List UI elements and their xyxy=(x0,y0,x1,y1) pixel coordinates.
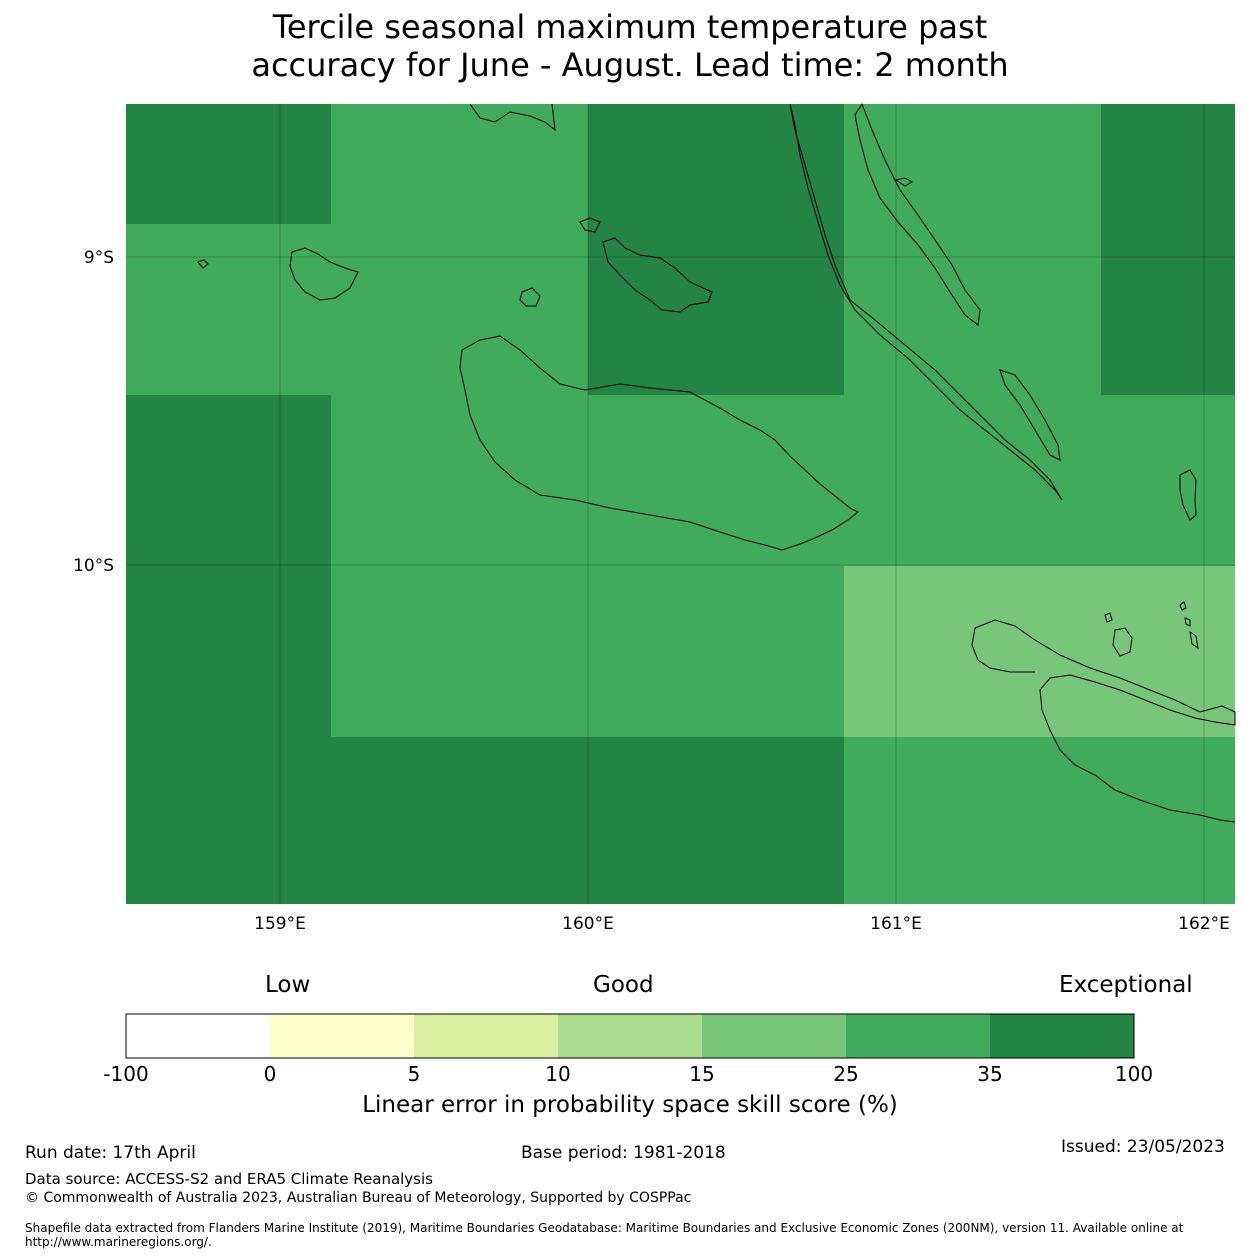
colorbar-category-good: Good xyxy=(593,972,654,998)
issued-date: Issued: 23/05/2023 xyxy=(1061,1137,1225,1157)
cell xyxy=(126,737,331,904)
lon-tick-label: 160°E xyxy=(562,914,614,934)
cell xyxy=(126,104,331,224)
cell xyxy=(588,737,844,904)
chart-title-line-1: Tercile seasonal maximum temperature pas… xyxy=(272,8,988,46)
map-gridlines xyxy=(126,104,1235,904)
colorbar-tick: -100 xyxy=(103,1062,149,1086)
colorbar-segment xyxy=(414,1014,558,1058)
cell xyxy=(1101,104,1235,224)
data-source: Data source: ACCESS-S2 and ERA5 Climate … xyxy=(25,1170,433,1188)
cell xyxy=(844,104,1101,224)
run-date: Run date: 17th April xyxy=(25,1143,196,1163)
cell xyxy=(1101,224,1235,395)
colorbar-tick: 10 xyxy=(545,1062,571,1086)
colorbar-tick: 35 xyxy=(977,1062,1003,1086)
colorbar-segment xyxy=(270,1014,414,1058)
cell xyxy=(331,566,588,737)
colorbar xyxy=(125,1013,1135,1059)
cell xyxy=(588,224,844,395)
colorbar-tick: 25 xyxy=(833,1062,859,1086)
skill-score-cells xyxy=(126,104,1235,904)
base-period: Base period: 1981-2018 xyxy=(521,1143,726,1163)
cell xyxy=(588,566,844,737)
cell xyxy=(844,566,1101,737)
colorbar-label: Linear error in probability space skill … xyxy=(362,1092,898,1118)
colorbar-segment xyxy=(126,1014,270,1058)
coastlines xyxy=(197,102,1236,823)
colorbar-tick: 5 xyxy=(407,1062,421,1086)
colorbar-category-exceptional: Exceptional xyxy=(1059,972,1193,998)
lon-tick-label: 162°E xyxy=(1178,914,1230,934)
colorbar-tick: 100 xyxy=(1114,1062,1154,1086)
colorbar-segment xyxy=(702,1014,846,1058)
cell xyxy=(331,737,588,904)
cell xyxy=(331,395,588,566)
colorbar-category-low: Low xyxy=(265,972,311,998)
cell xyxy=(1101,395,1235,566)
cell xyxy=(126,395,331,566)
cell xyxy=(844,737,1101,904)
cell xyxy=(331,104,588,224)
lon-tick-label: 159°E xyxy=(254,914,306,934)
lon-tick-label: 161°E xyxy=(870,914,922,934)
copyright: © Commonwealth of Australia 2023, Austra… xyxy=(25,1190,692,1206)
cell xyxy=(126,224,331,395)
shapefile-credit: Shapefile data extracted from Flanders M… xyxy=(25,1221,1184,1249)
colorbar-segment xyxy=(558,1014,702,1058)
cell xyxy=(844,224,1101,395)
lat-tick-label: 9°S xyxy=(84,248,114,268)
colorbar-segment xyxy=(846,1014,990,1058)
colorbar-frame xyxy=(125,1013,1135,1059)
cell xyxy=(588,395,844,566)
lat-tick-label: 10°S xyxy=(73,556,114,576)
colorbar-segment xyxy=(990,1014,1134,1058)
cell xyxy=(588,104,844,224)
colorbar-tick: 0 xyxy=(263,1062,277,1086)
cell xyxy=(126,566,331,737)
cell xyxy=(1101,566,1235,737)
chart-title-line-2: accuracy for June - August. Lead time: 2… xyxy=(251,46,1009,84)
cell xyxy=(1101,737,1235,904)
cell xyxy=(844,395,1101,566)
cell xyxy=(331,224,588,395)
colorbar-tick: 15 xyxy=(689,1062,715,1086)
